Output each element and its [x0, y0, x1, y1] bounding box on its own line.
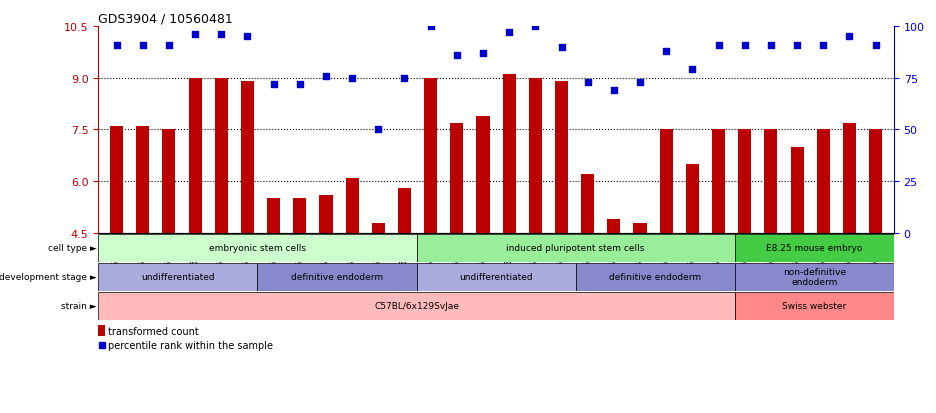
- Bar: [765, 130, 778, 233]
- Text: undifferentiated: undifferentiated: [460, 273, 533, 282]
- Point: [659, 48, 674, 55]
- Bar: [739, 130, 752, 233]
- Bar: [345, 178, 358, 233]
- Bar: [735, 234, 894, 262]
- Point: [161, 42, 176, 49]
- Point: [502, 30, 517, 36]
- Bar: [503, 75, 516, 233]
- Bar: [372, 223, 385, 233]
- Bar: [791, 147, 804, 233]
- Point: [110, 42, 124, 49]
- Bar: [424, 78, 437, 233]
- Point: [136, 42, 151, 49]
- Text: C57BL/6x129SvJae: C57BL/6x129SvJae: [374, 301, 459, 311]
- Point: [344, 75, 359, 82]
- Bar: [98, 234, 417, 262]
- Text: cell type ►: cell type ►: [48, 244, 96, 253]
- Bar: [869, 130, 882, 233]
- Bar: [319, 195, 332, 233]
- Point: [475, 50, 490, 57]
- Text: Swiss webster: Swiss webster: [782, 301, 846, 311]
- Point: [449, 52, 464, 59]
- Bar: [817, 130, 829, 233]
- Point: [841, 34, 856, 40]
- Point: [738, 42, 753, 49]
- Point: [292, 81, 307, 88]
- Bar: [555, 82, 568, 233]
- Bar: [576, 263, 735, 291]
- Point: [528, 24, 543, 30]
- Bar: [686, 164, 699, 233]
- Bar: [417, 263, 576, 291]
- Bar: [476, 116, 490, 233]
- Bar: [634, 223, 647, 233]
- Text: non-definitive
endoderm: non-definitive endoderm: [782, 268, 846, 287]
- Bar: [110, 127, 124, 233]
- Text: induced pluripotent stem cells: induced pluripotent stem cells: [506, 244, 645, 253]
- Text: development stage ►: development stage ►: [0, 273, 96, 282]
- Text: transformed count: transformed count: [109, 326, 199, 336]
- Bar: [214, 78, 227, 233]
- Bar: [607, 220, 621, 233]
- Text: strain ►: strain ►: [61, 301, 96, 311]
- Bar: [257, 263, 417, 291]
- Bar: [98, 263, 257, 291]
- Bar: [660, 130, 673, 233]
- Point: [685, 67, 700, 74]
- Bar: [293, 199, 306, 233]
- Bar: [417, 234, 735, 262]
- Bar: [267, 199, 280, 233]
- Point: [371, 127, 386, 133]
- Bar: [98, 326, 106, 336]
- Point: [397, 75, 412, 82]
- Point: [764, 42, 779, 49]
- Bar: [163, 130, 175, 233]
- Point: [868, 42, 883, 49]
- Bar: [735, 292, 894, 320]
- Text: definitive endoderm: definitive endoderm: [609, 273, 701, 282]
- Bar: [98, 292, 735, 320]
- Text: GDS3904 / 10560481: GDS3904 / 10560481: [98, 13, 233, 26]
- Bar: [450, 123, 463, 233]
- Bar: [398, 189, 411, 233]
- Bar: [529, 78, 542, 233]
- Bar: [188, 78, 201, 233]
- Point: [790, 42, 805, 49]
- Point: [240, 34, 255, 40]
- Point: [633, 79, 648, 86]
- Text: E8.25 mouse embryo: E8.25 mouse embryo: [767, 244, 862, 253]
- Point: [318, 73, 333, 80]
- Text: definitive endoderm: definitive endoderm: [291, 273, 383, 282]
- Text: percentile rank within the sample: percentile rank within the sample: [109, 341, 273, 351]
- Bar: [842, 123, 856, 233]
- Bar: [712, 130, 725, 233]
- Bar: [735, 263, 894, 291]
- Point: [580, 79, 595, 86]
- Bar: [581, 175, 594, 233]
- Point: [607, 88, 622, 94]
- Point: [711, 42, 726, 49]
- Text: embryonic stem cells: embryonic stem cells: [209, 244, 306, 253]
- Point: [816, 42, 831, 49]
- Point: [266, 81, 281, 88]
- Bar: [137, 127, 150, 233]
- Point: [554, 44, 569, 51]
- Point: [423, 24, 438, 30]
- Bar: [241, 82, 254, 233]
- Text: undifferentiated: undifferentiated: [141, 273, 214, 282]
- Point: [213, 32, 228, 38]
- Point: [187, 32, 202, 38]
